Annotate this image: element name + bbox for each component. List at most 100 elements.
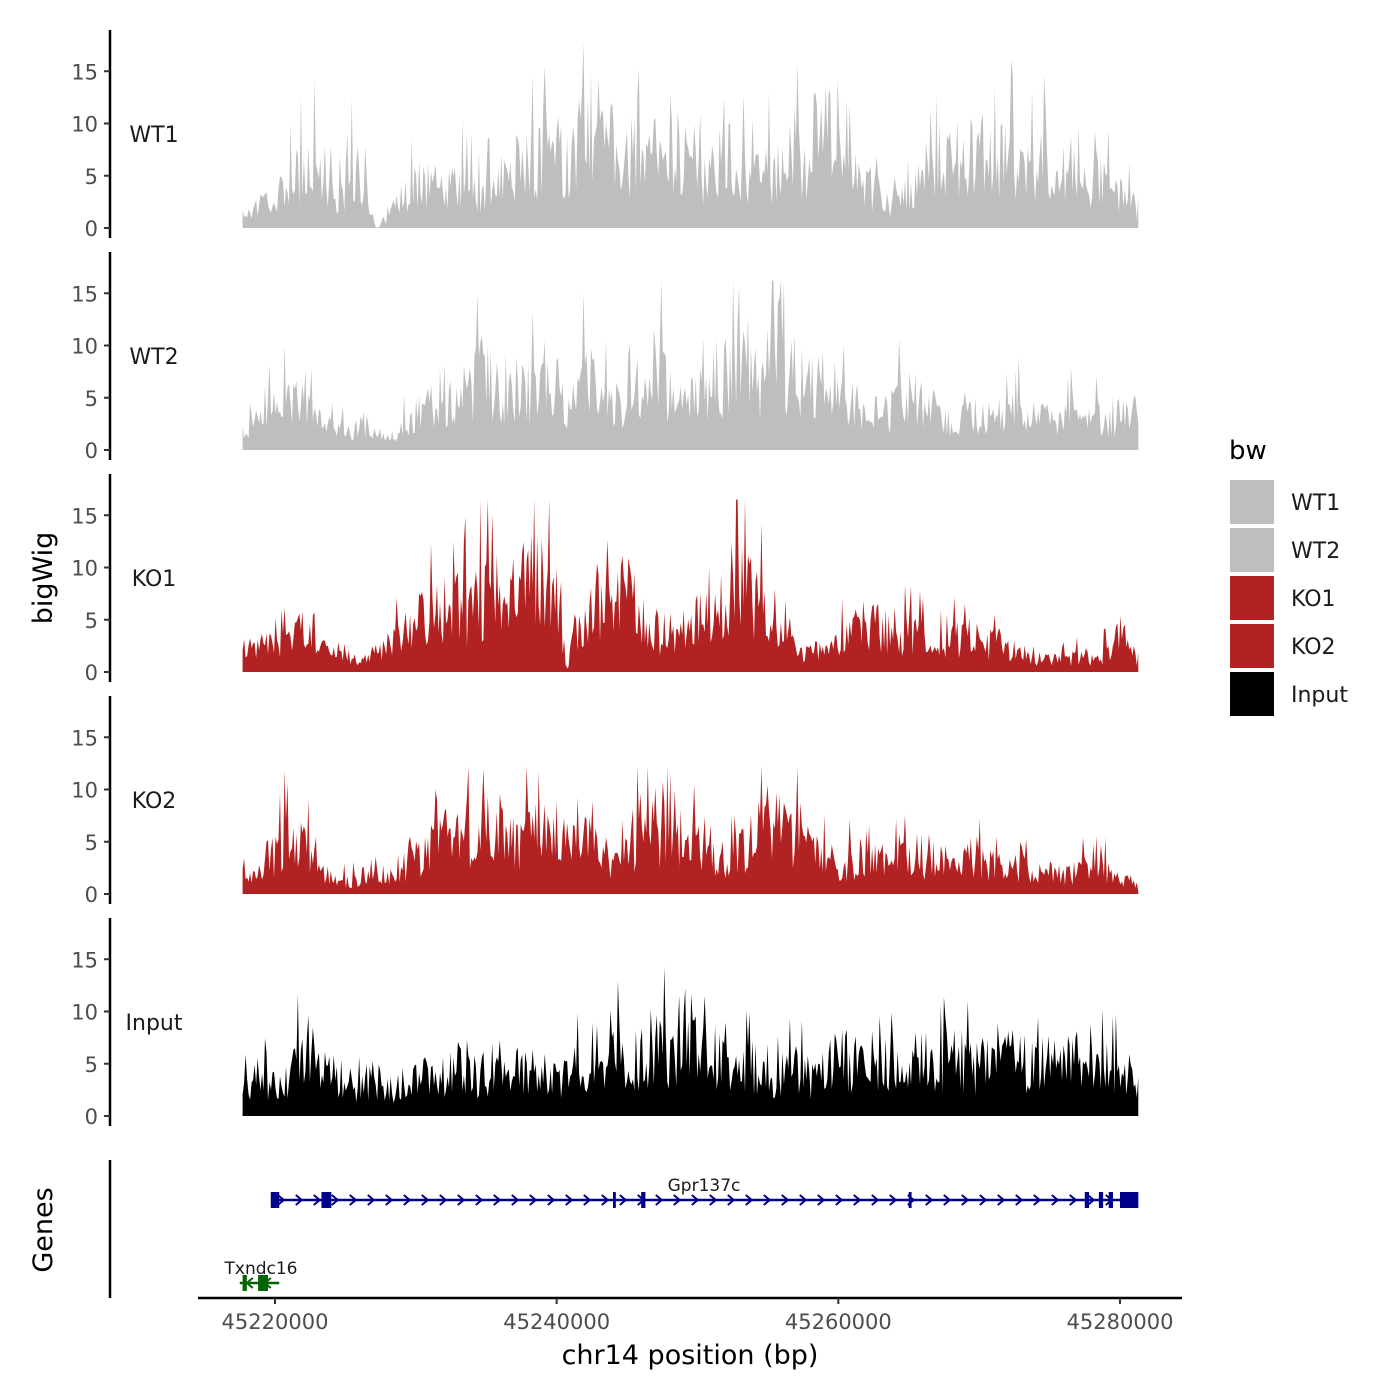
gene-label: Txndc16 <box>224 1259 298 1279</box>
track-input: 0 5 10 15 Input <box>71 918 1139 1129</box>
track-label: WT2 <box>129 345 178 370</box>
y-tick-label: 10 <box>71 779 98 803</box>
exon <box>1108 1192 1113 1208</box>
strand-arrow <box>313 1194 322 1206</box>
strand-arrow <box>493 1194 502 1206</box>
y-tick-label: 10 <box>71 113 98 137</box>
strand-arrow <box>295 1194 304 1206</box>
y-tick-label: 0 <box>85 661 98 685</box>
strand-arrow <box>619 1194 628 1206</box>
strand-arrow <box>799 1194 808 1206</box>
legend-swatch <box>1230 576 1274 620</box>
strand-arrow <box>601 1194 610 1206</box>
y-tick-label: 0 <box>85 439 98 463</box>
strand-arrow <box>547 1194 556 1206</box>
strand-arrow <box>565 1194 574 1206</box>
strand-arrow <box>421 1194 430 1206</box>
y-tick-label: 10 <box>71 1001 98 1025</box>
strand-arrow <box>331 1194 340 1206</box>
track-label: KO1 <box>132 567 177 592</box>
y-tick-label: 0 <box>85 883 98 907</box>
track-ko1: 0 5 10 15 KO1 <box>71 474 1139 685</box>
x-tick-label: 45280000 <box>1067 1310 1174 1334</box>
genes-layer: Gpr137c Txndc16 <box>108 1160 1139 1298</box>
legend-label: Input <box>1291 683 1348 708</box>
legend-swatch <box>1230 528 1274 572</box>
exon <box>1120 1192 1139 1208</box>
strand-arrow <box>367 1194 376 1206</box>
gene-gpr137c: Gpr137c <box>270 1176 1139 1208</box>
strand-arrow <box>385 1194 394 1206</box>
exon <box>321 1192 332 1208</box>
strand-arrow <box>925 1194 934 1206</box>
coverage-area-input <box>242 966 1139 1116</box>
legend-item-input: Input <box>1230 672 1348 716</box>
strand-arrow <box>349 1194 358 1206</box>
strand-arrow <box>655 1194 664 1206</box>
strand-arrow <box>583 1194 592 1206</box>
coverage-area-ko2 <box>242 766 1139 894</box>
exon <box>1098 1192 1104 1208</box>
strand-arrow <box>1069 1194 1078 1206</box>
legend-swatch <box>1230 672 1274 716</box>
strand-arrow <box>997 1194 1006 1206</box>
strand-arrow <box>673 1194 682 1206</box>
x-axis: 45220000 45240000 45260000 45280000 <box>198 1296 1182 1334</box>
y-tick-label: 10 <box>71 335 98 359</box>
legend-swatch <box>1230 480 1274 524</box>
track-ko2: 0 5 10 15 KO2 <box>71 696 1139 907</box>
track-wt2: 0 5 10 15 WT2 <box>71 252 1139 463</box>
y-tick-label: 5 <box>85 831 98 855</box>
y-tick-label: 15 <box>71 60 98 84</box>
legend-title: bw <box>1229 436 1267 466</box>
strand-arrow <box>835 1194 844 1206</box>
strand-arrow <box>1051 1194 1060 1206</box>
legend-label: KO1 <box>1291 587 1336 612</box>
track-label: KO2 <box>132 789 177 814</box>
strand-arrow <box>727 1194 736 1206</box>
x-tick-label: 45260000 <box>785 1310 892 1334</box>
exon <box>908 1192 912 1208</box>
strand-arrow <box>439 1194 448 1206</box>
track-label: WT1 <box>129 123 178 148</box>
strand-arrow <box>403 1194 412 1206</box>
y-tick-label: 5 <box>85 1053 98 1077</box>
strand-arrow <box>691 1194 700 1206</box>
strand-arrow <box>763 1194 772 1206</box>
track-label: Input <box>126 1011 183 1036</box>
y-tick-label: 5 <box>85 387 98 411</box>
strand-arrow <box>853 1194 862 1206</box>
strand-arrow <box>709 1194 718 1206</box>
x-axis-title: chr14 position (bp) <box>562 1340 819 1371</box>
y-axis-title: bigWig <box>28 532 59 625</box>
y-tick-label: 15 <box>71 504 98 528</box>
legend-item-ko1: KO1 <box>1230 576 1336 620</box>
legend-item-wt2: WT2 <box>1230 528 1340 572</box>
legend-label: WT1 <box>1291 491 1340 516</box>
exon <box>258 1275 268 1291</box>
legend-swatch <box>1230 624 1274 668</box>
y-tick-label: 0 <box>85 217 98 241</box>
gene-panel-title: Genes <box>28 1187 59 1272</box>
exon <box>641 1192 646 1208</box>
strand-arrow <box>889 1194 898 1206</box>
y-tick-label: 15 <box>71 282 98 306</box>
exon <box>1084 1192 1090 1208</box>
gene-label: Gpr137c <box>668 1176 741 1196</box>
legend-label: WT2 <box>1291 539 1340 564</box>
strand-arrow <box>457 1194 466 1206</box>
strand-arrow <box>979 1194 988 1206</box>
coverage-area-wt2 <box>242 280 1139 450</box>
legend-item-wt1: WT1 <box>1230 480 1340 524</box>
strand-arrow <box>817 1194 826 1206</box>
strand-arrow <box>277 1194 286 1206</box>
track-wt1: 0 5 10 15 WT1 <box>71 30 1139 241</box>
x-tick-label: 45220000 <box>222 1310 329 1334</box>
y-tick-label: 0 <box>85 1105 98 1129</box>
strand-arrow <box>529 1194 538 1206</box>
strand-arrow <box>745 1194 754 1206</box>
legend-label: KO2 <box>1291 635 1336 660</box>
strand-arrow <box>475 1194 484 1206</box>
strand-arrow <box>1087 1194 1096 1206</box>
tracks-layer: 0 5 10 15 WT1 0 5 10 15 WT2 0 5 10 15 KO1 0 5 10 15 KO2 0 5 10… <box>71 30 1139 1129</box>
